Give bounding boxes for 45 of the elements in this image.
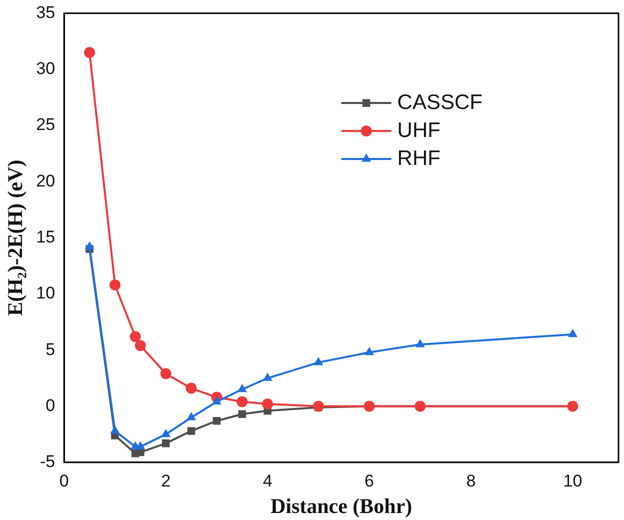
y-tick-label: 0 bbox=[46, 396, 56, 415]
point bbox=[136, 441, 146, 450]
point bbox=[314, 356, 324, 366]
point bbox=[109, 279, 120, 290]
point bbox=[186, 412, 196, 420]
legend-label: UHF bbox=[397, 118, 440, 142]
point bbox=[568, 328, 578, 338]
y-tick-label: 5 bbox=[46, 340, 56, 359]
x-tick-label: 10 bbox=[563, 471, 582, 490]
point bbox=[134, 340, 146, 352]
legend-label: RHF bbox=[397, 146, 440, 170]
point bbox=[364, 346, 374, 356]
point bbox=[262, 398, 274, 410]
point bbox=[238, 410, 246, 418]
point bbox=[110, 425, 120, 434]
point bbox=[186, 382, 197, 394]
x-axis-title: Distance (Bohr) bbox=[270, 494, 412, 518]
point bbox=[236, 396, 248, 408]
y-tick-label: 15 bbox=[36, 227, 56, 246]
legend-label: CASSCF bbox=[397, 90, 482, 114]
point bbox=[237, 384, 247, 392]
y-axis-title: E(H₂)-2E(H) (eV) bbox=[3, 160, 28, 316]
x-tick-label: 0 bbox=[59, 471, 69, 490]
point bbox=[312, 400, 324, 412]
point bbox=[187, 427, 196, 435]
y-tick-label: 10 bbox=[36, 284, 56, 303]
point bbox=[84, 241, 94, 250]
point bbox=[415, 338, 425, 348]
point bbox=[212, 416, 221, 425]
point bbox=[262, 372, 272, 381]
y-tick-label: 20 bbox=[36, 171, 56, 190]
point bbox=[212, 396, 222, 405]
y-tick-label: 25 bbox=[36, 115, 56, 134]
point bbox=[162, 439, 170, 448]
y-tick-label: 30 bbox=[36, 59, 56, 78]
x-tick-label: 6 bbox=[364, 471, 374, 490]
point bbox=[161, 428, 171, 438]
x-tick-label: 8 bbox=[466, 471, 476, 490]
y-tick-label: 35 bbox=[36, 2, 56, 22]
x-tick-label: 4 bbox=[262, 471, 272, 490]
point bbox=[160, 368, 172, 380]
x-tick-label: 2 bbox=[161, 471, 171, 490]
y-tick-label: -5 bbox=[40, 452, 56, 472]
point bbox=[84, 47, 96, 58]
point bbox=[130, 331, 141, 342]
